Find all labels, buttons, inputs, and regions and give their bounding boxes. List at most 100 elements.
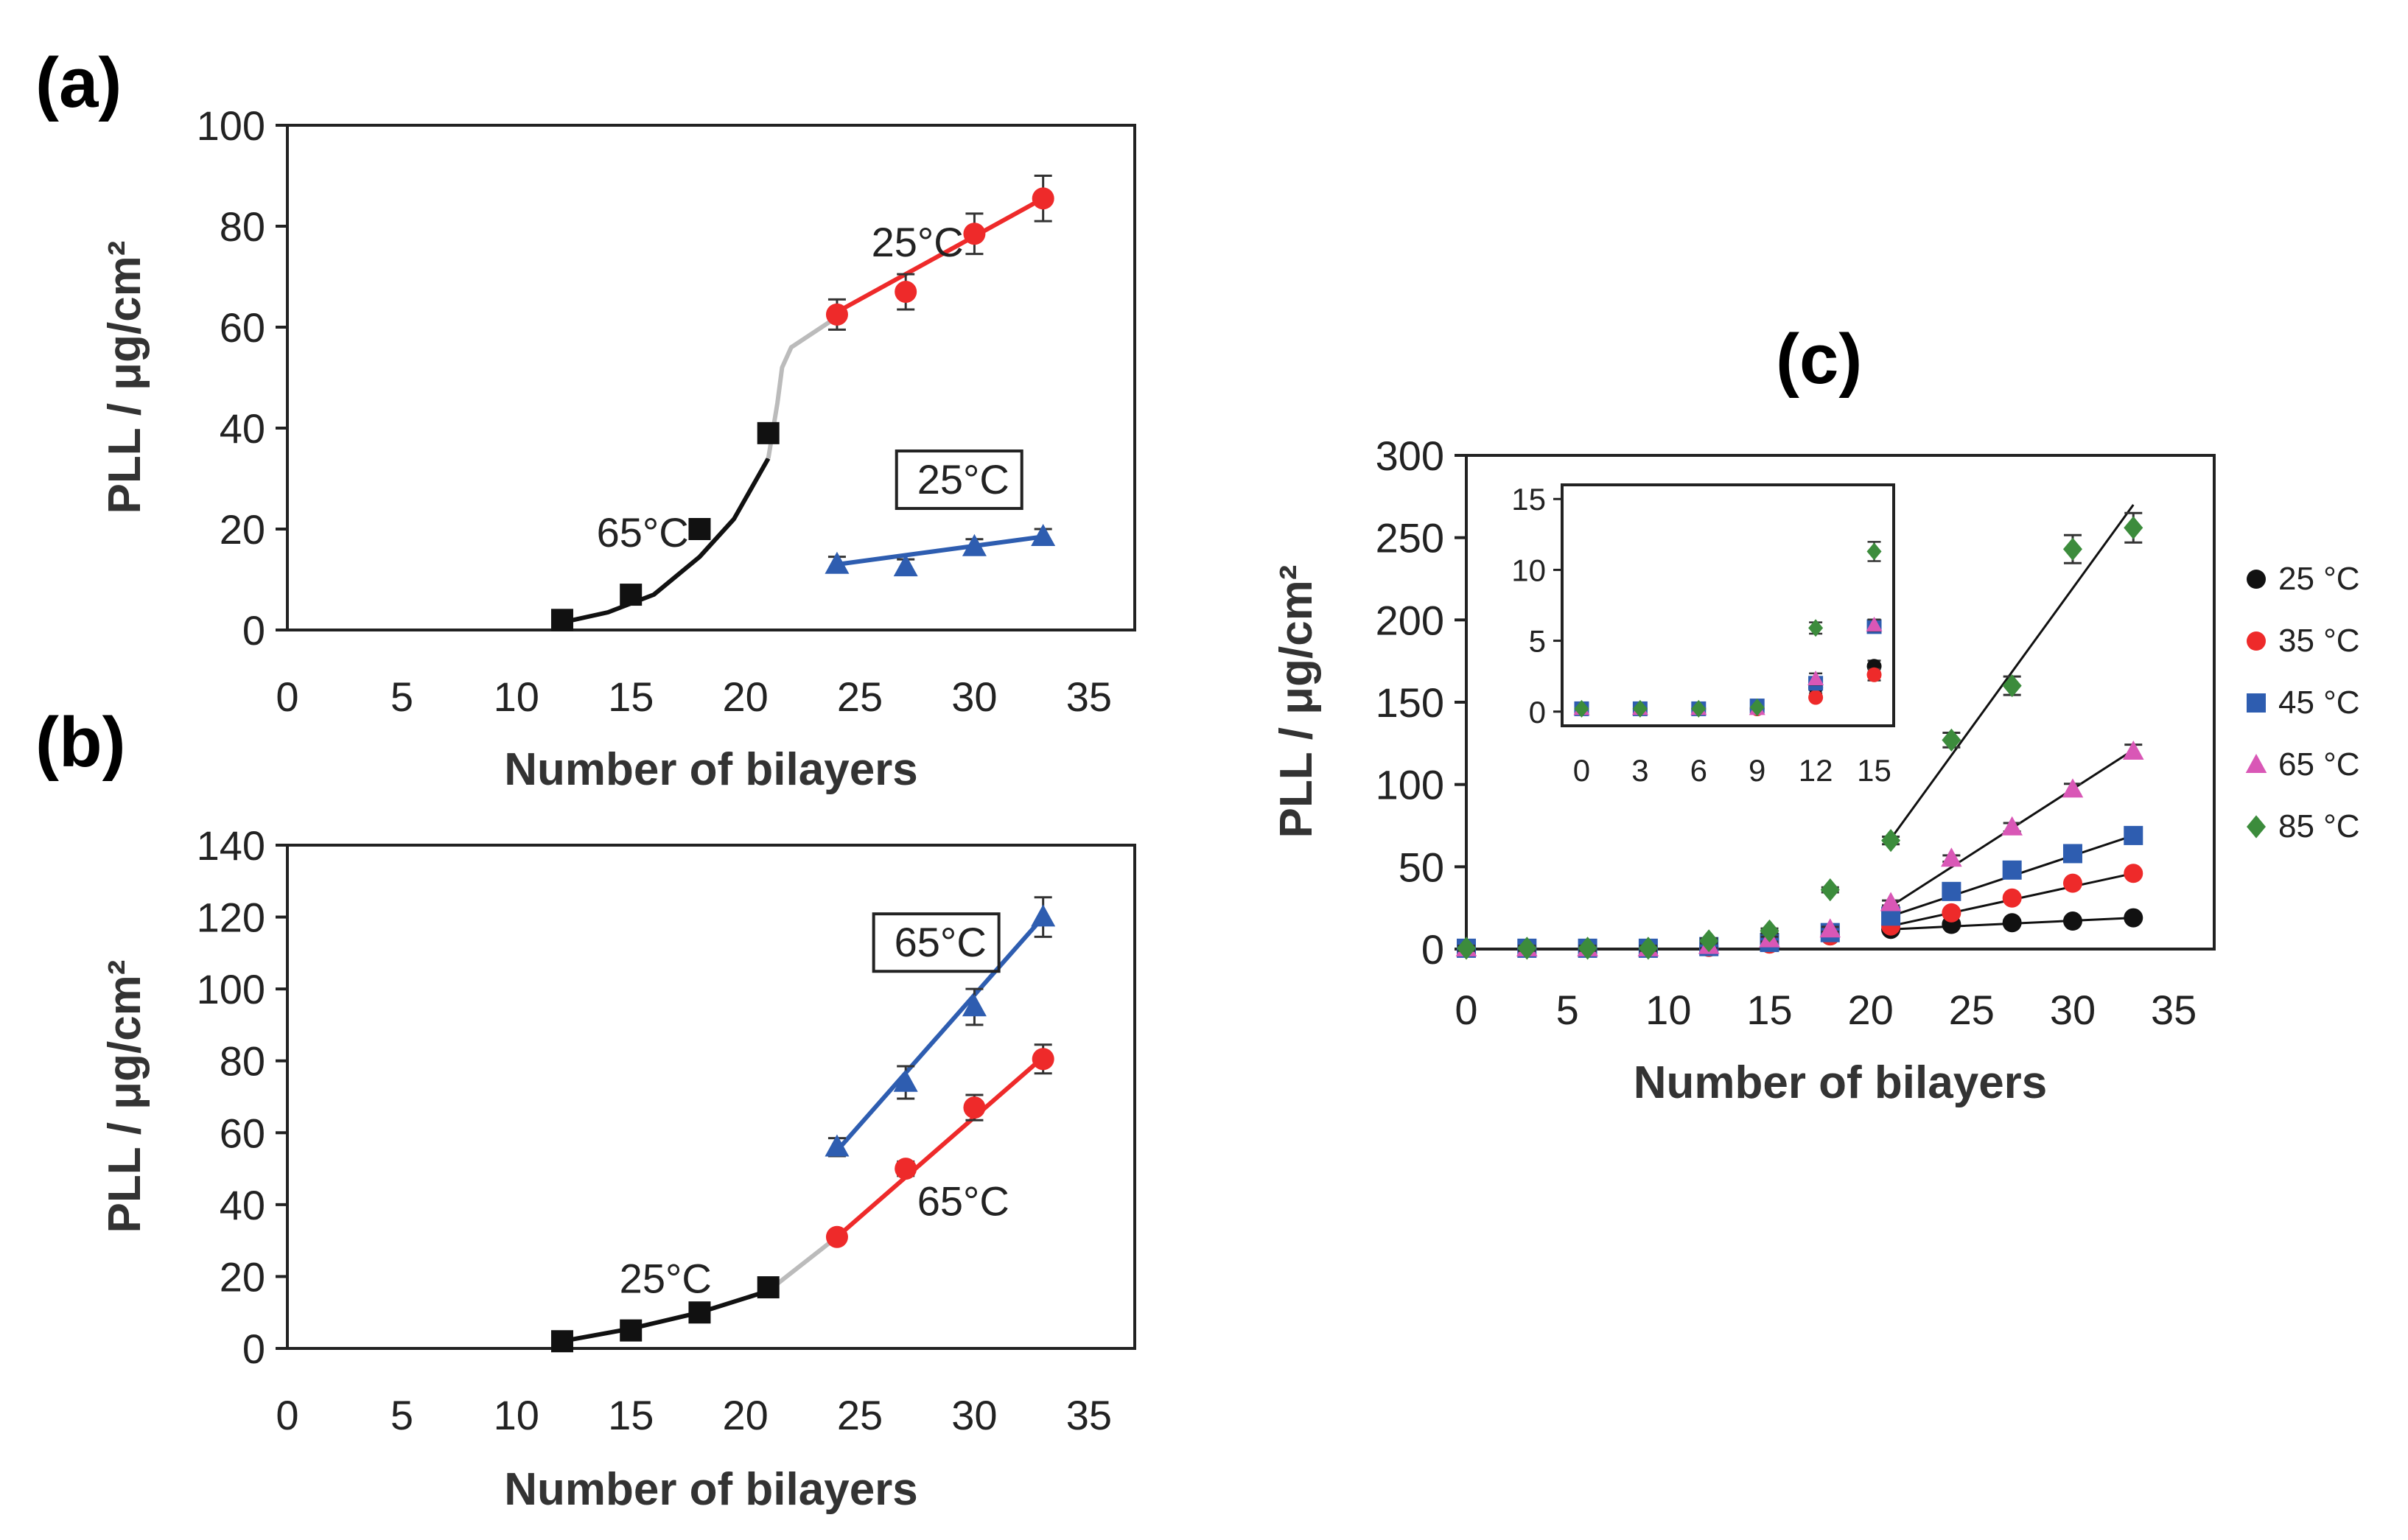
series-fit-line <box>835 1055 1045 1239</box>
y-tick-label: 0 <box>242 607 265 654</box>
y-tick-label: 80 <box>220 1038 265 1085</box>
data-point <box>2002 913 2022 933</box>
legend-label: 85 °C <box>2278 808 2360 844</box>
panel-label-b: (b) <box>35 703 126 782</box>
panel-label-a: (a) <box>35 43 122 122</box>
annotation: 25°C <box>872 219 964 265</box>
data-point <box>550 1330 573 1353</box>
series-fit-line <box>1889 504 2135 840</box>
data-point <box>2124 825 2143 845</box>
inset-data-point <box>1808 690 1824 705</box>
y-tick-label: 60 <box>220 304 265 351</box>
inset-data-point <box>1632 699 1648 718</box>
x-tick-label: 35 <box>1066 1392 1112 1438</box>
y-tick-label: 150 <box>1376 679 1444 726</box>
legend-label: 65 °C <box>2278 746 2360 783</box>
x-tick-label: 20 <box>722 1392 768 1438</box>
data-point <box>2062 778 2084 798</box>
data-point <box>2124 516 2143 539</box>
inset-data-point <box>1749 698 1765 716</box>
legend-label: 25 °C <box>2278 561 2360 597</box>
legend-marker <box>2247 693 2266 713</box>
data-point <box>1819 918 1841 938</box>
y-axis-label: PLL / μg/cm² <box>99 960 150 1233</box>
data-point <box>1032 187 1054 210</box>
data-point <box>895 1158 917 1180</box>
inset-data-point <box>1574 699 1589 718</box>
inset-frame <box>1561 483 1895 727</box>
data-point <box>1032 1048 1054 1071</box>
data-point <box>1941 847 1962 867</box>
x-tick-label: 0 <box>1455 987 1477 1033</box>
x-tick-label: 15 <box>1746 987 1792 1033</box>
annotation: 65°C <box>917 1177 1009 1224</box>
data-point <box>2002 860 2022 880</box>
data-point <box>2062 844 2082 864</box>
y-tick-label: 100 <box>1376 762 1444 808</box>
x-tick-label: 5 <box>391 1392 413 1438</box>
data-point <box>620 584 643 606</box>
y-tick-label: 80 <box>220 203 265 250</box>
legend-marker <box>2247 815 2266 839</box>
data-point <box>962 994 987 1017</box>
series-fit-line <box>561 1289 769 1344</box>
panel-b: 0 20 40 60 80 100 120 140 0 5 10 15 20 25 30 35 Number o… <box>99 822 1136 1515</box>
data-point <box>757 1276 780 1299</box>
series-fit-line <box>836 534 1044 567</box>
inset-data-point <box>1866 542 1882 561</box>
boxed-annotation: 65°C <box>895 919 987 965</box>
y-tick-label: 40 <box>220 1182 265 1228</box>
panel-label-c: (c) <box>1776 320 1862 399</box>
inset-y-tick-label: 10 <box>1511 553 1546 587</box>
data-point <box>825 551 850 574</box>
inset-x-tick-label: 3 <box>1631 753 1648 788</box>
x-axis-label: Number of bilayers <box>504 744 918 795</box>
data-point <box>1031 524 1056 547</box>
annotation: 25°C <box>620 1255 712 1301</box>
y-tick-label: 100 <box>197 966 265 1012</box>
series-fit-line <box>766 315 839 459</box>
x-tick-label: 25 <box>1949 987 1995 1033</box>
data-point <box>1031 904 1056 927</box>
legend-label: 35 °C <box>2278 623 2360 659</box>
inset-data-point <box>1807 671 1824 686</box>
y-tick-label: 250 <box>1376 515 1444 561</box>
inset-y-tick-label: 15 <box>1511 482 1546 517</box>
x-tick-label: 5 <box>1556 987 1579 1033</box>
x-tick-label: 35 <box>1066 673 1112 720</box>
y-tick-label: 200 <box>1376 597 1444 643</box>
plot-frame <box>286 124 1136 631</box>
data-point <box>1760 919 1779 943</box>
y-tick-label: 300 <box>1376 433 1444 479</box>
legend-marker <box>2247 570 2266 589</box>
data-point <box>825 1134 850 1157</box>
data-point <box>893 1069 918 1092</box>
data-point <box>2002 888 2022 908</box>
legend-label: 45 °C <box>2278 685 2360 721</box>
series-fit-line <box>835 915 1045 1152</box>
x-axis-label: Number of bilayers <box>504 1464 918 1515</box>
inset-y-tick-label: 0 <box>1529 695 1546 729</box>
data-point <box>1699 929 1719 953</box>
data-point <box>1638 937 1658 960</box>
series-fit-line <box>561 457 771 625</box>
x-tick-label: 35 <box>2151 987 2197 1033</box>
x-tick-label: 25 <box>837 673 883 720</box>
x-tick-label: 30 <box>951 1392 997 1438</box>
legend-marker <box>2247 631 2266 651</box>
x-tick-label: 20 <box>1848 987 1894 1033</box>
inset-x-tick-label: 12 <box>1799 753 1833 788</box>
boxed-annotation: 25°C <box>917 456 1009 503</box>
series-fit-line <box>836 196 1045 315</box>
data-point <box>893 554 918 577</box>
inset-x-tick-label: 6 <box>1690 753 1707 788</box>
data-point <box>688 1301 711 1324</box>
y-axis-label: PLL / μg/cm² <box>99 241 150 514</box>
x-tick-label: 0 <box>276 1392 298 1438</box>
data-point <box>963 1096 986 1119</box>
y-tick-label: 50 <box>1399 844 1444 890</box>
panel-a: 0 20 40 60 80 100 0 5 10 15 20 25 30 35 Number of bila… <box>99 102 1136 795</box>
series-fit-line <box>766 1235 839 1293</box>
data-point <box>825 1225 848 1248</box>
